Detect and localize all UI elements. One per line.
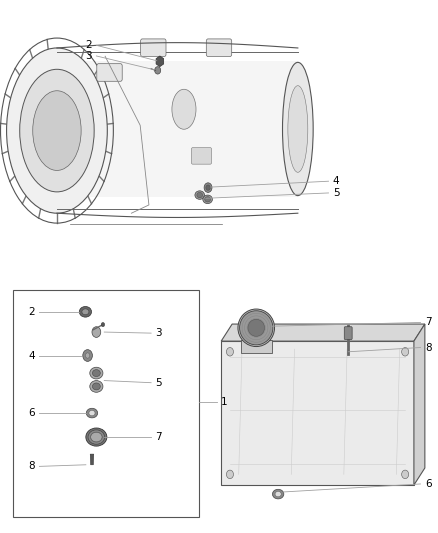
Ellipse shape — [238, 309, 275, 346]
Ellipse shape — [86, 408, 98, 418]
Ellipse shape — [20, 69, 94, 192]
Ellipse shape — [86, 428, 107, 446]
FancyBboxPatch shape — [44, 61, 298, 197]
Polygon shape — [221, 324, 425, 341]
Ellipse shape — [90, 367, 103, 379]
Circle shape — [402, 348, 409, 356]
Bar — [241, 340, 272, 353]
Circle shape — [226, 470, 233, 479]
Text: 1: 1 — [221, 398, 228, 407]
Ellipse shape — [92, 383, 100, 390]
Ellipse shape — [248, 319, 265, 336]
Circle shape — [402, 470, 409, 479]
Circle shape — [85, 353, 90, 358]
Ellipse shape — [90, 381, 103, 392]
Text: 8: 8 — [425, 343, 431, 352]
Ellipse shape — [91, 432, 102, 442]
Circle shape — [155, 67, 161, 74]
Ellipse shape — [7, 48, 107, 213]
Polygon shape — [414, 324, 425, 485]
Text: 3: 3 — [85, 51, 92, 61]
FancyBboxPatch shape — [97, 63, 122, 81]
Circle shape — [101, 322, 105, 327]
Text: 4: 4 — [28, 351, 35, 360]
FancyBboxPatch shape — [141, 39, 166, 56]
Ellipse shape — [283, 62, 313, 196]
FancyBboxPatch shape — [290, 74, 304, 104]
Ellipse shape — [79, 306, 92, 317]
FancyBboxPatch shape — [206, 39, 232, 56]
Text: 4: 4 — [333, 176, 339, 186]
Ellipse shape — [197, 192, 203, 198]
Text: 8: 8 — [28, 462, 35, 471]
Text: 2: 2 — [28, 307, 35, 317]
Circle shape — [226, 348, 233, 356]
Ellipse shape — [89, 410, 95, 416]
Ellipse shape — [272, 489, 284, 499]
Polygon shape — [90, 454, 94, 465]
Bar — [13, 290, 199, 517]
FancyBboxPatch shape — [344, 327, 352, 340]
Circle shape — [83, 350, 92, 361]
Ellipse shape — [275, 491, 281, 497]
Ellipse shape — [240, 311, 273, 345]
Circle shape — [92, 327, 101, 337]
Bar — [221, 341, 414, 485]
Ellipse shape — [195, 191, 205, 199]
FancyBboxPatch shape — [191, 148, 212, 164]
Text: 7: 7 — [155, 432, 162, 442]
Ellipse shape — [92, 370, 100, 376]
Circle shape — [206, 185, 210, 190]
Ellipse shape — [82, 309, 89, 314]
Ellipse shape — [172, 89, 196, 130]
Ellipse shape — [33, 91, 81, 171]
Ellipse shape — [205, 197, 211, 202]
Text: 5: 5 — [155, 378, 162, 387]
Text: 7: 7 — [425, 318, 431, 327]
Ellipse shape — [203, 195, 212, 204]
Text: 2: 2 — [85, 41, 92, 50]
Text: 6: 6 — [28, 408, 35, 418]
Text: 3: 3 — [155, 328, 162, 338]
Text: 5: 5 — [333, 188, 339, 198]
Text: 6: 6 — [425, 479, 431, 489]
Circle shape — [204, 183, 212, 192]
Ellipse shape — [288, 86, 308, 172]
Ellipse shape — [88, 430, 105, 445]
FancyBboxPatch shape — [290, 157, 304, 187]
